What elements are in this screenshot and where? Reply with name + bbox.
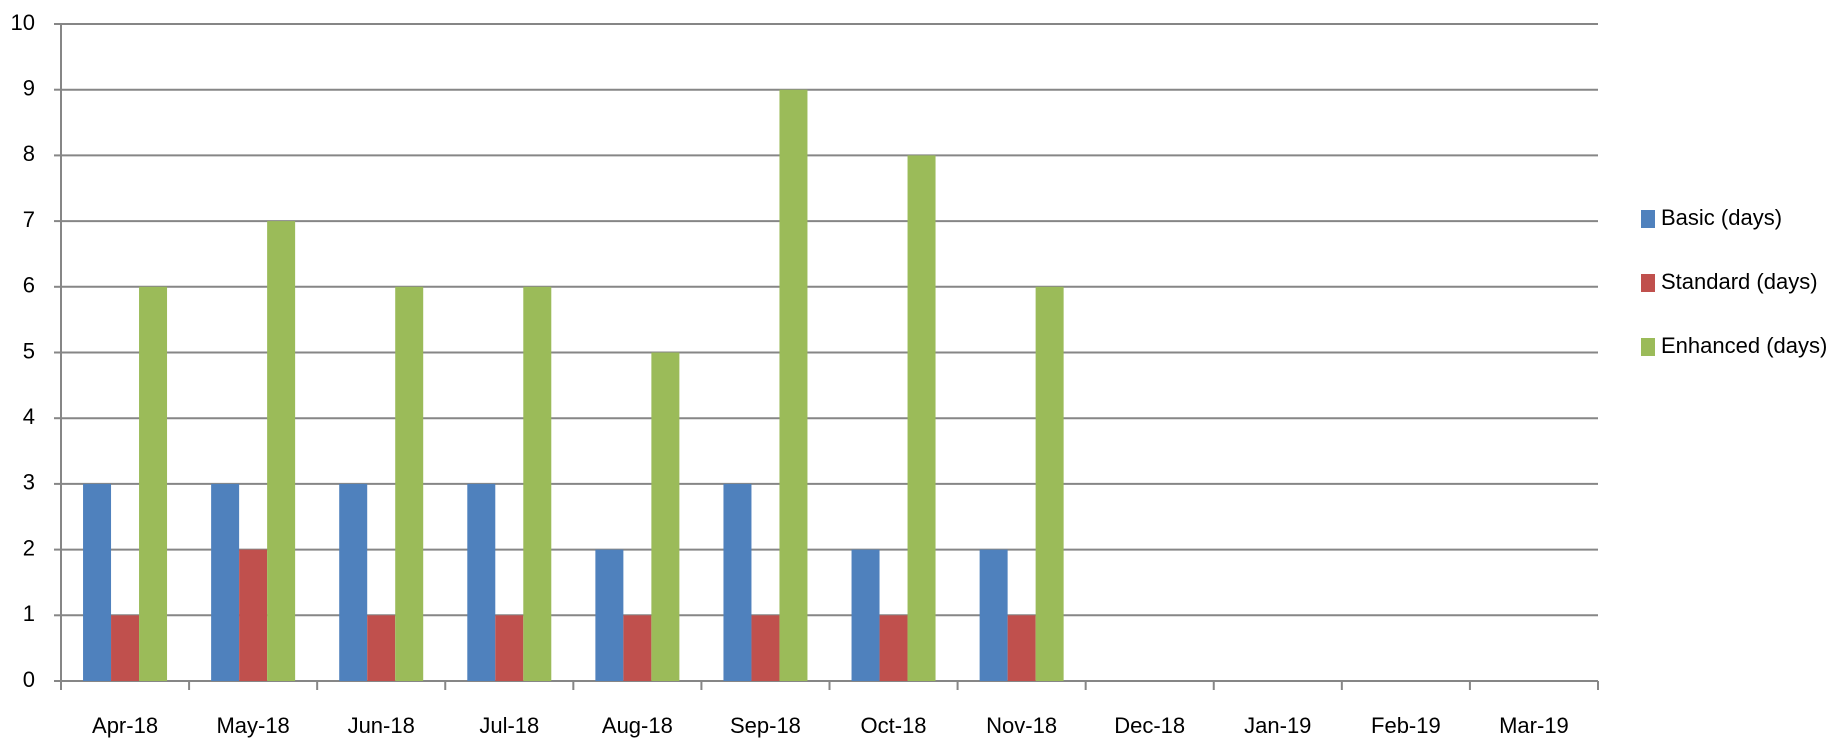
y-tick-label: 1 [23,601,35,626]
bar [1007,615,1036,681]
bar [467,483,496,681]
bar [779,89,808,681]
x-tick-label: Feb-19 [1371,713,1441,738]
x-tick-label: Nov-18 [986,713,1057,738]
bar [595,549,624,681]
y-tick-label: 7 [23,207,35,232]
y-tick-label: 0 [23,667,35,692]
bar [83,483,112,681]
x-tick-label: Apr-18 [92,713,158,738]
y-tick-label: 5 [23,338,35,363]
y-tick-label: 6 [23,273,35,298]
bar [239,549,268,681]
y-tick-label: 4 [23,404,35,429]
bar [907,155,936,681]
y-tick-label: 10 [11,10,35,35]
legend-swatch [1641,338,1655,356]
x-tick-label: Aug-18 [602,713,673,738]
x-tick-label: Sep-18 [730,713,801,738]
bar [267,221,296,681]
bar [623,615,652,681]
x-tick-label: Oct-18 [861,713,927,738]
y-tick-label: 3 [23,470,35,495]
y-tick-label: 8 [23,141,35,166]
legend-swatch [1641,274,1655,292]
legend-swatch [1641,210,1655,228]
y-tick-label: 2 [23,535,35,560]
bar [211,483,240,681]
bar [523,286,552,681]
bar [723,483,752,681]
x-tick-label: May-18 [216,713,289,738]
legend-label: Basic (days) [1661,205,1782,230]
bar [851,549,880,681]
y-tick-label: 9 [23,76,35,101]
bar [111,615,140,681]
bar [339,483,368,681]
bar [367,615,396,681]
legend-label: Enhanced (days) [1661,333,1827,358]
bar [651,352,680,681]
bar [395,286,424,681]
bar [879,615,908,681]
bar [495,615,524,681]
x-tick-label: Dec-18 [1114,713,1185,738]
bar [979,549,1008,681]
bar [1035,286,1064,681]
x-tick-label: Mar-19 [1499,713,1569,738]
bar [751,615,780,681]
bar [139,286,168,681]
legend-label: Standard (days) [1661,269,1818,294]
x-tick-label: Jun-18 [348,713,415,738]
x-tick-label: Jul-18 [479,713,539,738]
x-tick-label: Jan-19 [1244,713,1311,738]
